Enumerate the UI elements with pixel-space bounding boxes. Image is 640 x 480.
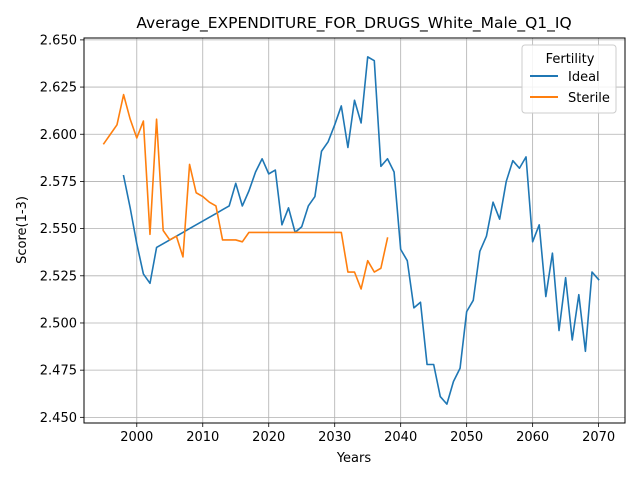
y-tick-label: 2.500: [40, 316, 77, 331]
y-tick-label: 2.575: [40, 175, 77, 190]
y-tick-label: 2.650: [40, 33, 77, 48]
x-tick-label: 2050: [450, 430, 483, 445]
y-axis-label: Score(1-3): [15, 196, 30, 264]
x-tick-label: 2010: [186, 430, 219, 445]
chart-title: Average_EXPENDITURE_FOR_DRUGS_White_Male…: [136, 14, 571, 33]
legend-label-sterile: Sterile: [568, 91, 610, 106]
x-tick-label: 2060: [516, 430, 549, 445]
x-tick-label: 2000: [120, 430, 153, 445]
y-tick-label: 2.525: [40, 269, 77, 284]
x-tick-label: 2030: [318, 430, 351, 445]
x-tick-label: 2040: [384, 430, 417, 445]
y-tick-label: 2.450: [40, 411, 77, 426]
legend-title: Fertility: [546, 52, 595, 67]
x-tick-label: 2070: [582, 430, 615, 445]
x-axis-label: Years: [336, 451, 372, 466]
legend: Fertility Ideal Sterile: [522, 45, 616, 113]
x-tick-label: 2020: [252, 430, 285, 445]
y-tick-label: 2.475: [40, 364, 77, 379]
legend-label-ideal: Ideal: [568, 70, 600, 85]
y-tick-label: 2.550: [40, 222, 77, 237]
y-tick-label: 2.625: [40, 81, 77, 96]
y-tick-label: 2.600: [40, 128, 77, 143]
